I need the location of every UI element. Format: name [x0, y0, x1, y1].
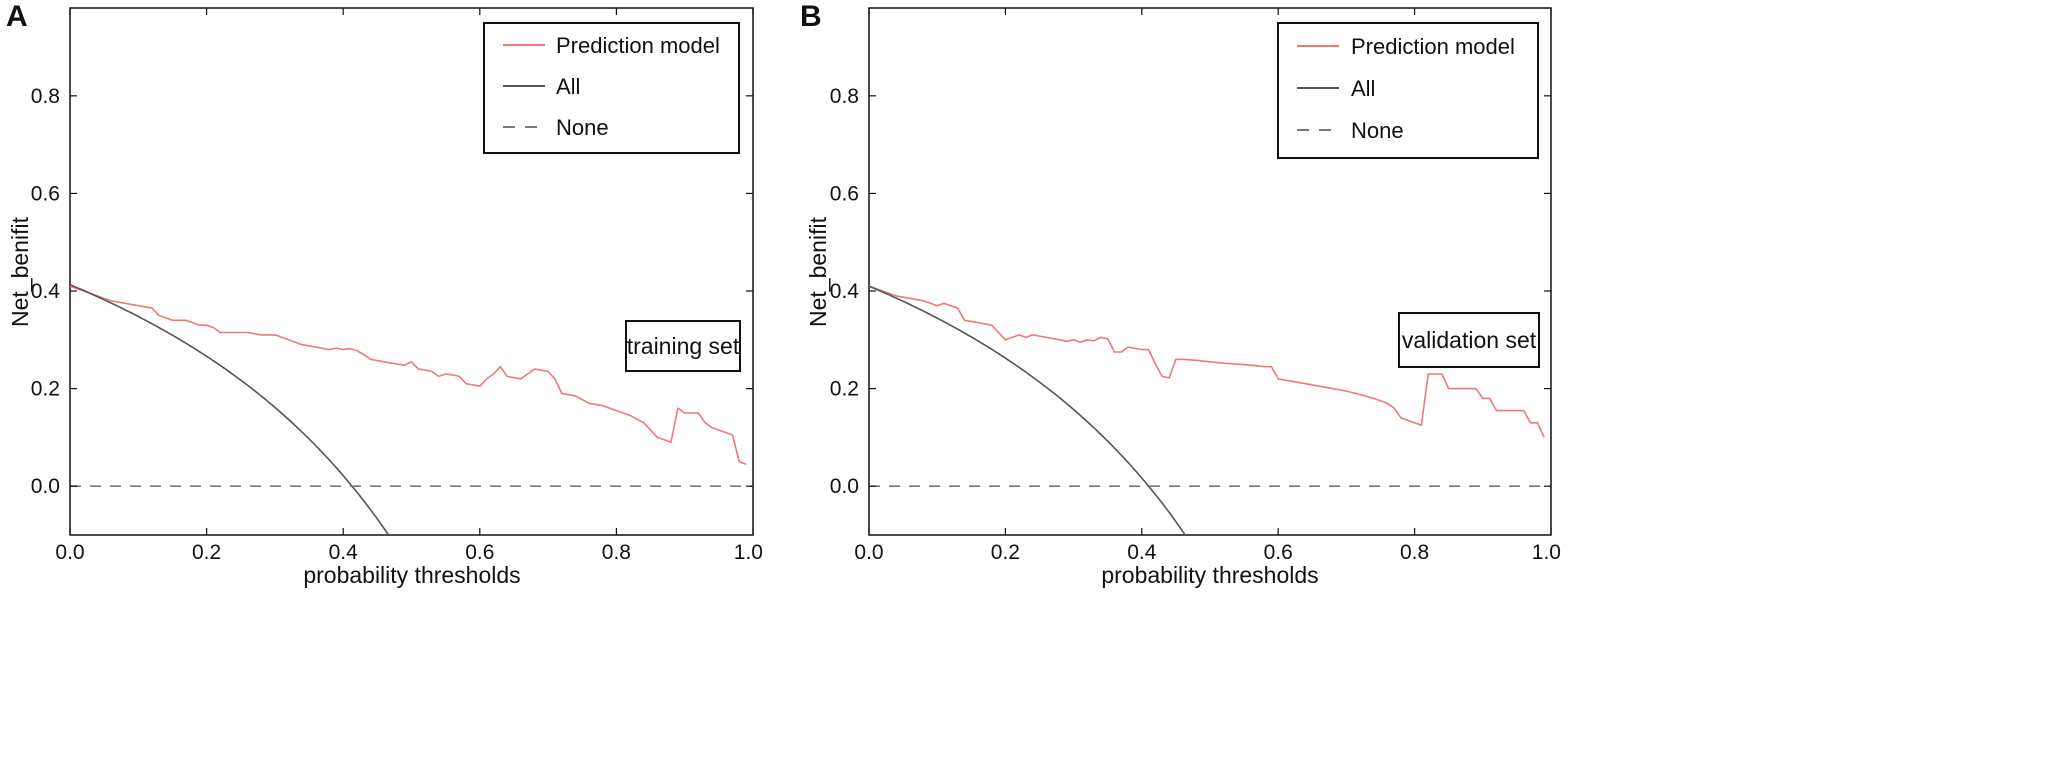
y-tick-label: 0.2	[830, 378, 859, 401]
legend-label-all: All	[1351, 76, 1375, 101]
x-tick-label: 1.0	[1532, 541, 1561, 564]
y-tick-label: 0.0	[830, 475, 859, 498]
annotation-frame	[625, 320, 741, 372]
x-tick-label: 0.2	[991, 541, 1020, 564]
y-tick-label: 0.0	[31, 475, 60, 498]
y-tick-label: 0.6	[31, 182, 60, 205]
y-tick-label: 0.6	[830, 182, 859, 205]
series-prediction-model-line	[869, 285, 1545, 438]
y-tick-label: 0.4	[31, 280, 61, 303]
x-tick-label: 0.6	[1264, 541, 1293, 564]
annotation-label: training set	[627, 333, 740, 359]
plot-marks	[70, 283, 753, 535]
annotation-label: validation set	[1402, 327, 1537, 353]
y-tick-label: 0.2	[31, 378, 60, 401]
x-axis-title: probability thresholds	[303, 562, 520, 588]
x-tick-label: 1.0	[734, 541, 763, 564]
legend-label-prediction: Prediction model	[1351, 34, 1515, 59]
panel-a: A 0.0 0.2 0.4 0.6 0.8 1.0 0.0 0.2 0.4 0.6 0.8 prob…	[6, 0, 763, 588]
legend-label-all: All	[556, 74, 580, 99]
panel-letter: A	[6, 0, 28, 33]
y-axis-title: Net_benifit	[805, 216, 831, 327]
legend-label-none: None	[556, 115, 609, 140]
x-axis-title: probability thresholds	[1101, 562, 1318, 588]
axis-ticks: 0.0 0.2 0.4 0.6 0.8 1.0 0.0 0.2 0.4 0.6 0.8	[830, 8, 1561, 564]
axis-ticks: 0.0 0.2 0.4 0.6 0.8 1.0 0.0 0.2 0.4 0.6 0.8	[31, 8, 763, 564]
x-tick-label: 0.0	[854, 541, 883, 564]
legend: Prediction model All None	[1277, 22, 1539, 159]
annotation-box: validation set	[1398, 312, 1540, 368]
x-tick-label: 0.8	[602, 541, 631, 564]
x-tick-label: 0.0	[55, 541, 84, 564]
y-tick-label: 0.4	[830, 280, 860, 303]
legend-box	[1277, 22, 1539, 159]
series-all-line	[70, 283, 390, 535]
series-prediction-model-line	[70, 285, 747, 465]
panel-letter: B	[800, 0, 822, 33]
plot-marks	[869, 285, 1551, 535]
annotation-box: training set	[625, 320, 741, 372]
series-all-line	[869, 285, 1187, 535]
y-tick-label: 0.8	[830, 85, 859, 108]
plot-frame	[69, 7, 754, 536]
x-tick-label: 0.6	[465, 541, 494, 564]
x-tick-label: 0.8	[1400, 541, 1429, 564]
x-tick-label: 0.4	[329, 541, 359, 564]
x-tick-label: 0.4	[1127, 541, 1157, 564]
y-tick-label: 0.8	[31, 85, 60, 108]
legend-label-none: None	[1351, 118, 1404, 143]
annotation-frame	[1398, 312, 1540, 368]
plot-frame	[868, 7, 1552, 536]
y-axis-title: Net_benifit	[7, 216, 33, 327]
x-tick-label: 0.2	[192, 541, 221, 564]
panel-b: B 0.0 0.2 0.4 0.6 0.8 1.0 0.0 0.2 0.4 0.6 0.8 prob…	[800, 0, 1561, 588]
legend: Prediction model All None	[483, 22, 740, 154]
legend-label-prediction: Prediction model	[556, 33, 720, 58]
